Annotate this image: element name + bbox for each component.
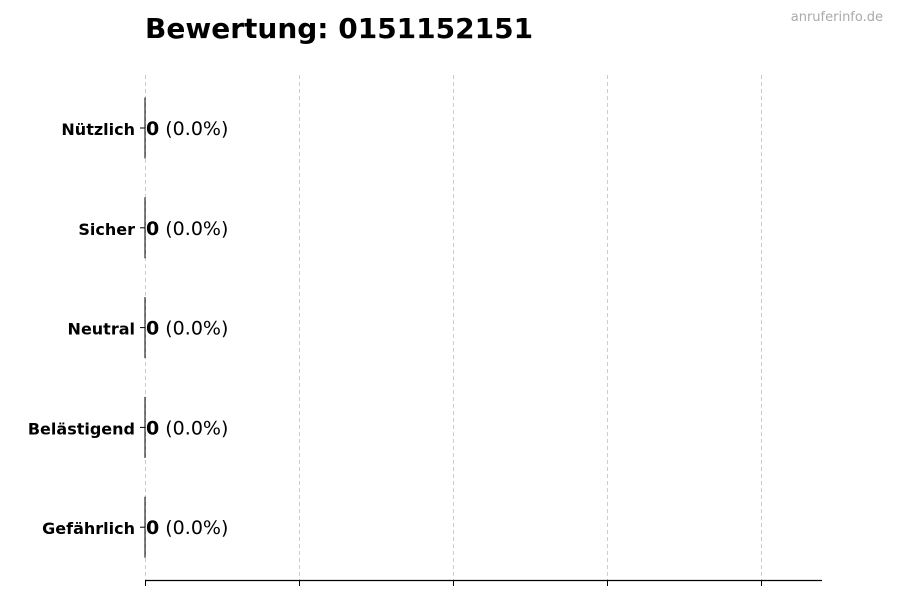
value-percent: (0.0%) xyxy=(159,517,228,539)
value-count: 0 xyxy=(146,517,159,539)
value-percent: (0.0%) xyxy=(159,417,228,439)
value-count: 0 xyxy=(146,118,159,140)
value-percent: (0.0%) xyxy=(159,218,228,240)
value-count: 0 xyxy=(146,218,159,240)
category-label: Gefährlich xyxy=(42,519,135,538)
value-label: 0 (0.0%) xyxy=(146,218,228,240)
value-label: 0 (0.0%) xyxy=(146,318,228,340)
value-count: 0 xyxy=(146,417,159,439)
value-label: 0 (0.0%) xyxy=(146,517,228,539)
category-label: Sicher xyxy=(78,220,135,239)
value-percent: (0.0%) xyxy=(159,318,228,340)
value-label: 0 (0.0%) xyxy=(146,417,228,439)
category-label: Nützlich xyxy=(61,120,135,139)
value-percent: (0.0%) xyxy=(159,118,228,140)
chart-title: Bewertung: 0151152151 xyxy=(145,12,534,45)
watermark: anruferinfo.de xyxy=(790,10,883,25)
value-label: 0 (0.0%) xyxy=(146,118,228,140)
category-label: Neutral xyxy=(68,320,135,339)
category-label: Belästigend xyxy=(28,419,135,438)
value-count: 0 xyxy=(146,318,159,340)
